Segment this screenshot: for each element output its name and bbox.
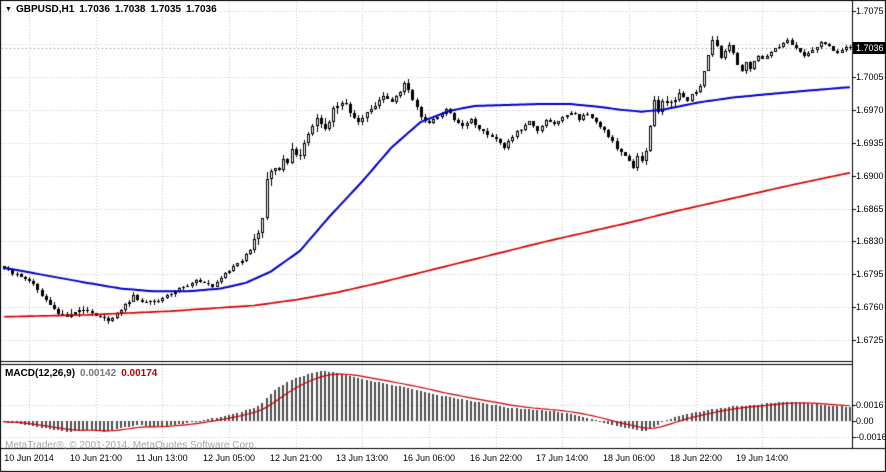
macd-axis-label: 0.0016 [856, 400, 884, 410]
price-axis-label: 1.6760 [856, 302, 884, 312]
watermark: MetaTrader®, © 2001-2014, MetaQuotes Sof… [5, 440, 257, 451]
symbol-period-label: GBPUSD,H1 [15, 4, 75, 15]
time-axis-label: 10 Jun 2014 [4, 453, 54, 463]
time-axis-label: 11 Jun 13:00 [136, 453, 188, 463]
time-axis-label: 19 Jun 14:00 [735, 453, 789, 463]
time-axis-label: 12 Jun 21:00 [269, 453, 323, 463]
chart-marker-icon: ▼ [5, 6, 12, 13]
price-axis-label: 1.6935 [856, 138, 884, 148]
ohlc-low: 1.7035 [150, 4, 182, 15]
time-axis-label: 18 Jun 06:00 [602, 453, 656, 463]
price-axis-label: 1.6725 [856, 335, 884, 345]
time-axis-label: 16 Jun 06:00 [402, 453, 456, 463]
macd-name: MACD(12,26,9) [5, 368, 76, 379]
price-axis-label: 1.6830 [856, 236, 884, 246]
macd-axis-label: -0.0016 [856, 432, 886, 442]
time-axis-label: 17 Jun 14:00 [535, 453, 589, 463]
macd-indicator-label: MACD(12,26,9) 0.00142 0.00174 [5, 368, 157, 379]
price-axis-label: 1.6795 [856, 269, 884, 279]
price-axis-label: 1.6970 [856, 105, 884, 115]
price-axis-label: 1.6900 [856, 171, 884, 181]
macd-value: 0.00142 [80, 368, 117, 379]
macd-signal-value: 0.00174 [121, 368, 158, 379]
chart-title: ▼ GBPUSD,H1 1.7036 1.7038 1.7035 1.7036 [5, 4, 217, 15]
price-axis-label: 1.7075 [856, 6, 884, 16]
current-price-badge: 1.7036 [853, 42, 886, 54]
ohlc-open: 1.7036 [79, 4, 110, 15]
time-axis-label: 16 Jun 22:00 [469, 453, 523, 463]
time-axis-label: 12 Jun 05:00 [202, 453, 256, 463]
price-axis-label: 1.7005 [856, 72, 884, 82]
ohlc-close: 1.7036 [186, 4, 217, 15]
time-axis-label: 13 Jun 13:00 [335, 453, 389, 463]
time-axis-label: 18 Jun 22:00 [669, 453, 723, 463]
macd-axis-label: 0.00 [856, 416, 874, 426]
time-axis-label: 10 Jun 21:00 [69, 453, 123, 463]
ohlc-high: 1.7038 [114, 4, 146, 15]
price-axis-label: 1.6865 [856, 204, 884, 214]
main-chart-pane[interactable] [0, 0, 852, 361]
